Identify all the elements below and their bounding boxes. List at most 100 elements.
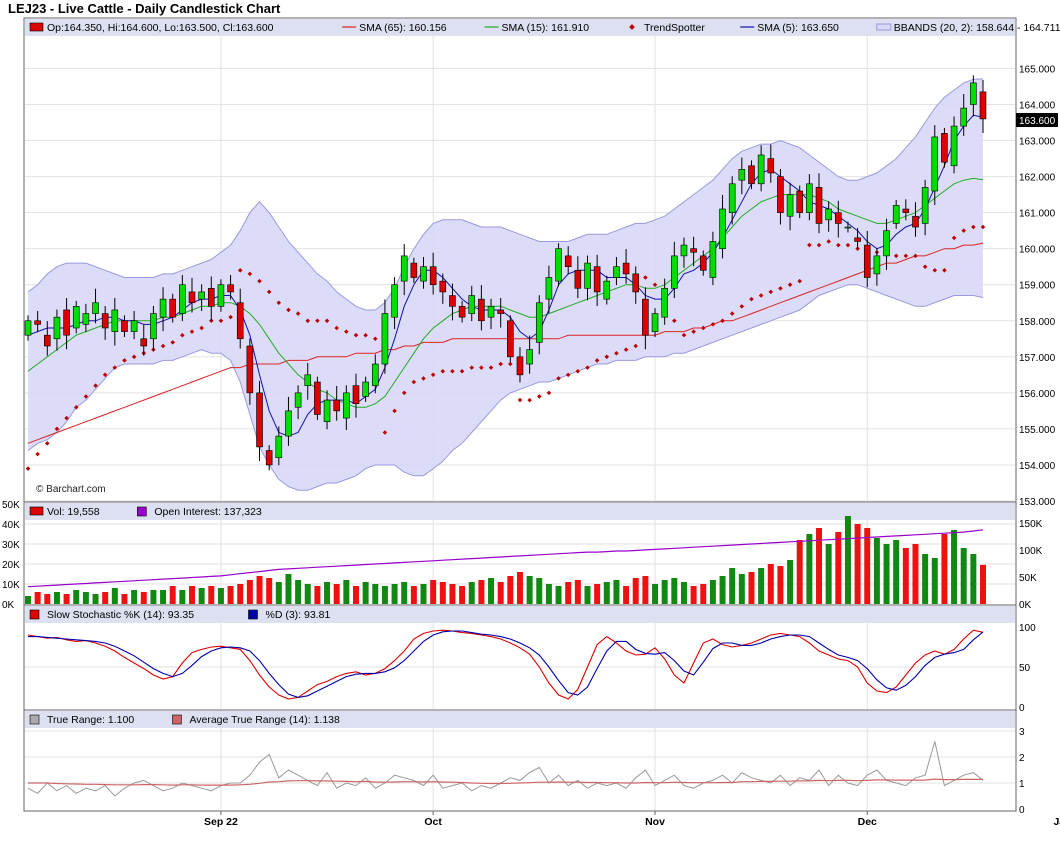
candle-body — [709, 241, 717, 278]
candle-body — [53, 316, 61, 340]
trendspotter-dot — [373, 336, 378, 342]
volume-legend-bar — [25, 503, 1015, 520]
volume-bar — [208, 586, 215, 604]
volume-bar — [912, 544, 919, 604]
candle-body — [863, 244, 871, 278]
candle-body — [757, 154, 765, 185]
volume-bar — [198, 588, 205, 604]
last-price-tag: 163.600 — [1016, 113, 1058, 127]
candle-body — [613, 266, 620, 278]
volume-bar — [131, 590, 138, 604]
trendspotter-dot — [54, 426, 60, 432]
candle-body — [439, 280, 447, 293]
volume-bar — [256, 576, 263, 604]
volume-bar — [160, 590, 167, 604]
x-tick-label: Nov — [645, 816, 665, 828]
trendspotter-dot — [537, 394, 542, 399]
volume-bar — [73, 590, 80, 604]
trendspotter-dot — [459, 368, 465, 374]
trendspotter-dot — [199, 325, 204, 331]
candle-body — [892, 205, 900, 224]
candle-body — [941, 133, 948, 163]
price-y-axis: 165.000 164.000 163.000 162.000 161.000 160.0… — [1019, 64, 1056, 508]
stochastic-legend: Slow Stochastic %K (14): 93.35 %D (3): 93… — [29, 609, 330, 621]
legend-swatch — [29, 22, 44, 32]
trendspotter-dot — [739, 304, 745, 309]
volume-bar — [700, 584, 707, 604]
candle-body — [391, 284, 398, 318]
candle-body — [304, 374, 312, 386]
open-interest-line — [27, 529, 984, 588]
trendspotter-dot — [672, 318, 677, 324]
price-legend-bar — [25, 19, 1015, 36]
open-interest-line — [27, 529, 984, 588]
volume-bar — [883, 544, 890, 604]
candle-body — [400, 255, 408, 282]
candle-body — [979, 91, 987, 120]
volume-bar — [188, 586, 195, 604]
legend-label: Open Interest: 137,323 — [154, 506, 262, 518]
moving-averages — [27, 114, 984, 444]
candle-body — [429, 266, 437, 286]
average-true-range-line — [28, 778, 983, 786]
candle-body — [642, 298, 649, 336]
candle-body — [285, 410, 292, 437]
candle-body — [574, 270, 582, 289]
candle-body — [188, 291, 196, 304]
volume-bar — [536, 578, 543, 604]
candle-body — [236, 302, 244, 340]
volume-left-tick: 20K — [2, 560, 20, 571]
volume-bar — [594, 584, 601, 604]
volume-bar — [237, 584, 244, 604]
candle-body — [584, 262, 591, 289]
trendspotter-dot — [295, 311, 301, 316]
volume-bar — [613, 580, 620, 604]
candle-body — [72, 306, 80, 329]
volume-left-tick: 30K — [2, 540, 20, 551]
volume-bar — [758, 568, 765, 604]
candle-body — [265, 450, 273, 466]
stochastic-lines — [27, 629, 984, 700]
candle-body — [207, 288, 215, 307]
legend-swatch — [137, 506, 147, 517]
volume-bar — [343, 580, 350, 604]
candle-body — [420, 266, 427, 282]
volume-left-tick: 0K — [2, 600, 15, 611]
candle-body — [179, 284, 186, 314]
candle-body — [275, 435, 283, 459]
volume-bar — [516, 572, 523, 604]
candle-body — [227, 284, 234, 293]
trendspotter-dot — [411, 379, 417, 385]
volume-left-tick: 10K — [2, 580, 20, 591]
volume-right-tick: 0K — [1019, 600, 1032, 611]
volume-bar — [314, 586, 321, 604]
candle-body — [526, 349, 533, 365]
volume-bar — [835, 532, 842, 604]
trendspotter-dot — [324, 318, 330, 324]
trendspotter-dot — [787, 282, 793, 287]
volume-bar — [642, 576, 649, 604]
volume-bar — [555, 586, 562, 604]
chart-title: LEJ23 - Live Cattle - Daily Candlestick … — [8, 1, 281, 16]
legend-swatch — [248, 609, 258, 620]
candle-body — [140, 338, 148, 347]
candle-body — [738, 169, 746, 181]
trendspotter-dot — [73, 405, 79, 410]
volume-bar — [420, 584, 427, 604]
legend-label: True Range: 1.100 — [47, 714, 134, 726]
candle-body — [34, 320, 41, 325]
volume-bar — [844, 516, 851, 604]
true-range-legend-bar — [25, 711, 1015, 728]
bollinger-band-fill — [28, 78, 983, 491]
trendspotter-dot — [546, 390, 552, 396]
volume-bar — [661, 580, 668, 604]
volume-bar — [864, 528, 871, 604]
trendspotter-dot — [893, 253, 899, 259]
legend-label: Op:164.350, Hi:164.600, Lo:163.500, Cl:1… — [47, 22, 274, 34]
candle-body — [371, 363, 379, 386]
true-range-legend: True Range: 1.100 Average True Range (14)… — [29, 714, 340, 726]
volume-bar — [816, 528, 823, 604]
candle-body — [680, 244, 688, 257]
volume-bar — [449, 584, 456, 604]
price-tick-label: 153.000 — [1019, 497, 1056, 508]
